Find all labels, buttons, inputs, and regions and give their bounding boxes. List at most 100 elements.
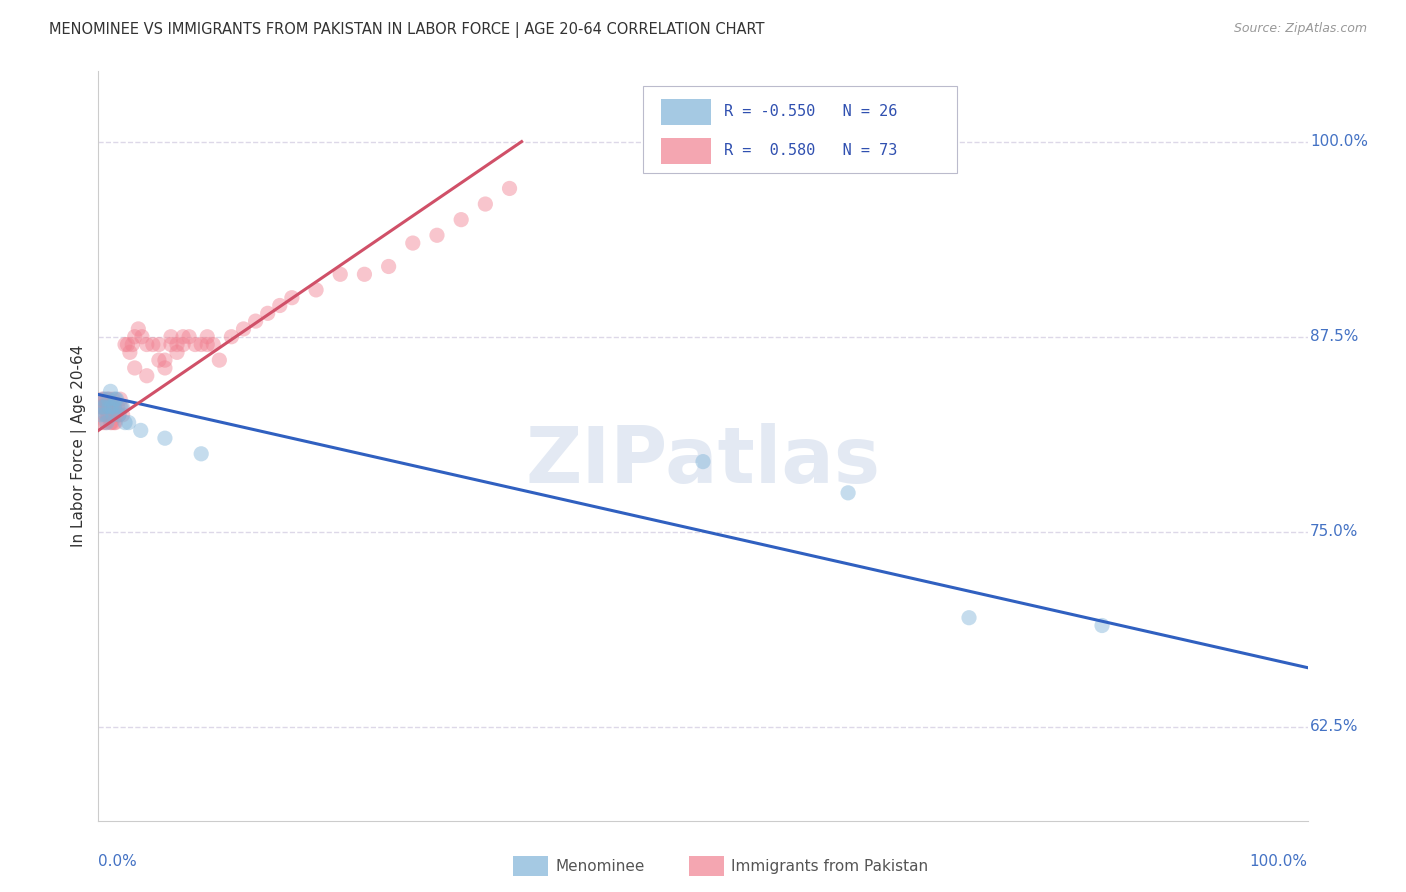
Point [101,392,124,407]
Point [195,337,218,351]
Point [101,408,124,422]
Point [148,353,170,368]
Point [110,400,132,414]
Point [107,400,129,414]
Point [91,392,114,407]
Point [94,416,117,430]
Point [281,291,304,305]
Point [101,408,124,422]
Point [353,267,375,281]
Point [91,400,114,414]
Point [93,408,115,422]
Point [329,267,352,281]
Point [97,400,120,414]
Point [135,337,157,351]
Point [105,392,128,407]
Point [96,392,118,407]
Point [96,416,118,430]
Point [91,400,114,414]
Text: 0.0%: 0.0% [98,855,138,870]
Point [104,392,127,407]
Point [127,322,149,336]
Point [114,337,136,351]
Point [498,181,520,195]
Point [111,400,134,414]
Point [135,368,157,383]
Point [91,400,114,414]
Point [402,235,425,250]
Point [100,416,122,430]
Point [202,337,225,351]
Point [100,384,122,399]
Point [160,337,183,351]
Point [97,408,120,422]
Point [190,447,212,461]
Point [160,329,183,343]
Point [98,392,121,407]
Point [269,298,291,312]
FancyBboxPatch shape [643,87,957,172]
Point [108,408,131,422]
Text: ZIPatlas: ZIPatlas [526,423,880,499]
Text: 100.0%: 100.0% [1250,855,1308,870]
Point [90,400,112,414]
FancyBboxPatch shape [661,99,711,125]
Point [148,337,170,351]
Point [153,353,176,368]
Point [172,337,194,351]
Point [100,400,122,414]
Text: 87.5%: 87.5% [1310,329,1358,344]
Text: 100.0%: 100.0% [1310,134,1368,149]
Text: R = -0.550   N = 26: R = -0.550 N = 26 [724,103,897,119]
Point [179,329,201,343]
Point [142,337,165,351]
Point [98,400,121,414]
Text: 75.0%: 75.0% [1310,524,1358,540]
Point [232,322,254,336]
Point [837,485,859,500]
Text: Source: ZipAtlas.com: Source: ZipAtlas.com [1233,22,1367,36]
Text: R =  0.580   N = 73: R = 0.580 N = 73 [724,143,897,158]
Point [208,353,231,368]
Text: MENOMINEE VS IMMIGRANTS FROM PAKISTAN IN LABOR FORCE | AGE 20-64 CORRELATION CHA: MENOMINEE VS IMMIGRANTS FROM PAKISTAN IN… [49,22,765,38]
Point [377,260,399,274]
Text: 62.5%: 62.5% [1310,720,1358,734]
Point [245,314,267,328]
Point [103,400,125,414]
Point [108,400,131,414]
Point [1091,618,1114,632]
Point [221,329,243,343]
Point [166,345,188,359]
Point [105,408,128,422]
Point [184,337,207,351]
Y-axis label: In Labor Force | Age 20-64: In Labor Force | Age 20-64 [72,345,87,547]
Point [104,416,127,430]
Point [153,431,176,445]
Point [153,360,176,375]
Point [305,283,328,297]
Point [117,337,139,351]
Point [124,329,146,343]
Point [100,400,122,414]
Point [103,416,125,430]
Point [94,408,117,422]
Point [118,345,141,359]
Point [91,416,114,430]
Point [94,400,117,414]
Point [114,416,136,430]
Point [100,400,122,414]
Point [426,228,449,243]
Point [692,454,714,468]
Point [124,360,146,375]
Text: Immigrants from Pakistan: Immigrants from Pakistan [731,859,928,873]
Point [195,329,218,343]
Point [91,392,114,407]
Point [166,337,188,351]
Point [129,424,152,438]
Point [108,408,131,422]
Point [118,416,141,430]
FancyBboxPatch shape [661,138,711,163]
Point [103,400,125,414]
Point [190,337,212,351]
Text: Menominee: Menominee [555,859,645,873]
